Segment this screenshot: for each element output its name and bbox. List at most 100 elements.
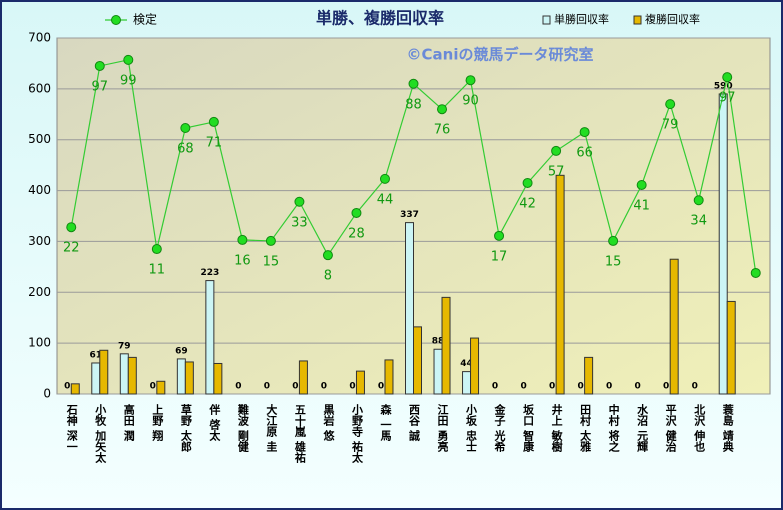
x-tick-label: 小坂 忠士 xyxy=(465,403,479,452)
value-label: 0 xyxy=(292,382,298,392)
data-label: 42 xyxy=(519,196,536,211)
y-tick-label: 300 xyxy=(28,234,51,248)
bar xyxy=(176,358,186,395)
value-label: 0 xyxy=(235,382,241,392)
line-marker xyxy=(579,127,590,138)
legend-marker xyxy=(111,15,121,25)
bar xyxy=(726,300,736,395)
data-label: 22 xyxy=(63,241,80,256)
y-tick-label: 700 xyxy=(28,31,51,45)
bar xyxy=(413,326,422,395)
x-tick-label: 大江原 圭 xyxy=(265,403,278,453)
value-label: 0 xyxy=(378,382,384,392)
x-tick-label: 田村 太雅 xyxy=(579,404,593,453)
bar xyxy=(441,296,451,395)
data-label: 33 xyxy=(291,215,308,230)
line-marker xyxy=(665,99,676,110)
line-marker xyxy=(693,195,704,206)
line-marker xyxy=(379,173,390,184)
line-marker xyxy=(408,78,419,89)
bar xyxy=(433,348,443,395)
value-label: 79 xyxy=(118,341,131,351)
data-label: 68 xyxy=(177,142,194,157)
data-label: 8 xyxy=(324,269,332,284)
value-label: 0 xyxy=(520,382,526,392)
bar xyxy=(127,356,137,395)
line-marker xyxy=(722,72,733,83)
bar xyxy=(355,370,365,395)
x-tick-label: 坂口 智康 xyxy=(522,403,535,453)
data-label: 71 xyxy=(206,135,223,150)
line-marker xyxy=(351,207,362,218)
bar xyxy=(555,174,565,395)
data-label: 16 xyxy=(234,253,251,268)
legend-label: 複勝回収率 xyxy=(645,12,700,26)
bar xyxy=(298,360,308,395)
y-tick-label: 500 xyxy=(28,132,51,146)
line-marker xyxy=(94,60,105,71)
line-marker xyxy=(551,145,562,156)
data-label: 76 xyxy=(434,123,451,138)
watermark: ©Caniの競馬データ研究室 xyxy=(407,46,594,64)
data-label: 99 xyxy=(120,73,137,88)
line-marker xyxy=(208,116,219,127)
x-tick-label: 高田 潤 xyxy=(122,403,135,442)
legend-swatch xyxy=(633,15,642,25)
x-tick-label: 石神 深一 xyxy=(65,404,79,452)
bar xyxy=(205,280,215,395)
bar xyxy=(669,258,679,395)
legend-swatch xyxy=(542,15,551,25)
x-tick-label: 蓑島 靖典 xyxy=(721,403,735,453)
data-label: 88 xyxy=(405,97,422,112)
data-label: 15 xyxy=(263,254,280,269)
value-label: 0 xyxy=(492,382,498,392)
data-label: 15 xyxy=(605,254,622,269)
value-label: 590 xyxy=(714,81,733,91)
line-marker xyxy=(750,267,761,278)
line-marker xyxy=(437,104,448,115)
line-marker xyxy=(636,179,647,190)
value-label: 0 xyxy=(64,382,70,392)
value-label: 0 xyxy=(577,382,583,392)
data-label: 17 xyxy=(491,249,508,264)
value-label: 0 xyxy=(692,382,698,392)
data-label: 97 xyxy=(719,91,736,106)
x-tick-label: 小野寺 祐太 xyxy=(350,403,364,464)
bar xyxy=(213,362,223,395)
bar xyxy=(91,362,101,395)
line-marker xyxy=(294,196,305,207)
line-marker xyxy=(66,222,77,233)
value-label: 223 xyxy=(200,268,219,278)
legend-label: 検定 xyxy=(133,12,157,27)
bar xyxy=(384,359,394,395)
bar xyxy=(119,353,129,395)
bar xyxy=(462,371,472,395)
line-marker xyxy=(494,230,505,241)
x-tick-label: 難波 剛健 xyxy=(236,403,249,453)
x-tick-label: 平沢 健治 xyxy=(664,404,677,453)
value-label: 69 xyxy=(175,346,188,356)
x-tick-label: 西谷 誠 xyxy=(408,404,421,442)
bar xyxy=(470,337,480,395)
x-tick-label: 小牧 加矢太 xyxy=(94,403,108,464)
chart-title: 単勝、複勝回収率 xyxy=(316,9,444,28)
line-marker xyxy=(151,244,162,255)
y-tick-label: 200 xyxy=(28,285,51,299)
y-tick-label: 400 xyxy=(28,183,51,197)
line-marker xyxy=(265,235,276,246)
x-tick-label: 北沢 伸也 xyxy=(693,403,707,452)
line-marker xyxy=(180,123,191,134)
value-label: 0 xyxy=(549,382,555,392)
data-label: 28 xyxy=(348,226,365,241)
bar xyxy=(184,361,194,395)
bar xyxy=(584,356,594,395)
x-tick-label: 黒岩 悠 xyxy=(322,404,336,441)
y-tick-label: 600 xyxy=(28,81,51,95)
line-marker xyxy=(465,75,476,86)
value-label: 337 xyxy=(400,210,419,220)
data-label: 57 xyxy=(548,164,565,179)
x-tick-label: 上野 翔 xyxy=(151,403,165,442)
x-tick-label: 五十嵐 雄祐 xyxy=(293,404,307,464)
line-marker xyxy=(522,177,533,188)
